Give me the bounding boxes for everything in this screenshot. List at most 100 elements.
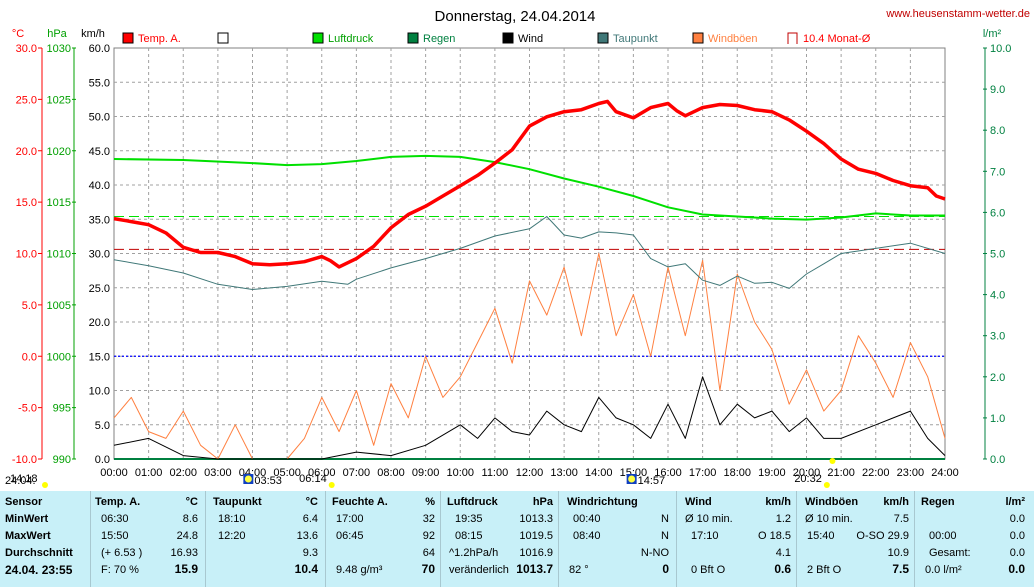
time-tick-label: 06:00 — [308, 467, 336, 479]
gust-min-label: Ø 10 min. — [805, 513, 853, 525]
sensor-header: Sensor — [5, 496, 43, 508]
rain-tick-label: 7.0 — [990, 166, 1005, 178]
time-tick-label: 11:00 — [482, 467, 509, 479]
marker-sunrise: 03:53 — [254, 475, 282, 487]
legend-label: Taupunkt — [613, 33, 658, 45]
hum-min: 32 — [422, 513, 435, 525]
gust-avg: 10.9 — [887, 547, 909, 559]
press-min: 1013.3 — [519, 513, 553, 525]
temp-tick-label: 25.0 — [16, 94, 37, 106]
wind-axis-unit: km/h — [81, 28, 105, 40]
time-tick-label: 01:00 — [135, 467, 163, 479]
time-tick-label: 07:00 — [343, 467, 371, 479]
wind-footer-left: 0 Bft O — [691, 564, 726, 576]
dew-max: 13.6 — [296, 530, 318, 542]
temp-tick-label: 15.0 — [16, 197, 37, 209]
moon-disc-icon — [244, 475, 252, 483]
dewpoint-line — [113, 216, 946, 290]
wind-tick-label: 20.0 — [89, 317, 110, 329]
dew-min-time: 18:10 — [218, 513, 246, 525]
legend-label: 10.4 Monat-Ø — [803, 33, 871, 45]
legend-swatch — [217, 32, 229, 44]
hum-min-time: 17:00 — [336, 513, 364, 525]
temperature-line — [113, 99, 946, 269]
wind-line — [113, 376, 946, 460]
temp-header: Temp. A. — [95, 496, 141, 508]
legend-label: Windböen — [708, 33, 758, 45]
press-max-time: 08:15 — [455, 530, 483, 542]
rain-max: 0.0 — [1009, 530, 1025, 542]
rain-tick-label: 3.0 — [990, 331, 1005, 343]
time-tick-label: 19:00 — [758, 467, 786, 479]
rain-avg: 0.0 — [1009, 513, 1025, 525]
dir-min: N — [661, 513, 669, 525]
dir-header: Windrichtung — [567, 496, 638, 508]
temp-tick-label: -5.0 — [18, 403, 37, 415]
legend-swatch — [502, 32, 514, 44]
wind-header: Wind — [685, 496, 712, 508]
summary-col-temp: Temp. A. °C 06:30 8.6 15:50 24.8 (+ 6.53… — [90, 491, 206, 587]
time-tick-label: 23:00 — [897, 467, 925, 479]
marker-moon: 06:14 — [299, 473, 327, 485]
temp-min: 8.6 — [182, 513, 198, 525]
press-current: 1013.7 — [516, 562, 553, 576]
summary-col-pressure: Luftdruck hPa 19:35 1013.3 08:15 1019.5 … — [440, 491, 559, 587]
wind-tick-label: 0.0 — [95, 454, 110, 466]
gust-max-time: 15:40 — [807, 530, 835, 542]
press-min-time: 19:35 — [455, 513, 483, 525]
dew-header: Taupunkt — [213, 496, 262, 508]
legend-label: Regen — [423, 33, 455, 45]
gust-unit: km/h — [883, 496, 909, 508]
temp-tick-label: 10.0 — [16, 249, 37, 261]
time-tick-label: 24:00 — [931, 467, 959, 479]
gust-header: Windböen — [805, 496, 859, 508]
time-tick-label: 00:00 — [100, 467, 128, 479]
summary-col-wind-direction: Windrichtung 00:40 N 08:40 N N-NO 82 ° 0 — [558, 491, 677, 587]
marker-sunset: 20:32 — [794, 473, 822, 485]
time-tick-label: 03:00 — [204, 467, 232, 479]
wind-tick-label: 50.0 — [89, 112, 110, 124]
dir-footer-left: 82 ° — [569, 564, 589, 576]
hum-header: Feuchte A. — [332, 496, 388, 508]
dew-avg: 9.3 — [302, 547, 318, 559]
hum-footer-left: 9.48 g/m³ — [336, 564, 383, 576]
wind-max-time: 17:10 — [691, 530, 719, 542]
dew-max-time: 12:20 — [218, 530, 246, 542]
wind-avg: 4.1 — [775, 547, 791, 559]
pressure-tick-label: 1005 — [47, 300, 71, 312]
hum-max: 92 — [422, 530, 435, 542]
gust-min: 7.5 — [893, 513, 909, 525]
temp-unit: °C — [185, 496, 198, 508]
sensor-row-avg: Durchschnitt — [5, 547, 73, 559]
sensor-row-max: MaxWert — [5, 530, 51, 542]
temp-tick-label: 30.0 — [16, 43, 37, 55]
temp-footer-left: F: 70 % — [101, 564, 139, 576]
temp-current: 15.9 — [174, 562, 198, 576]
pressure-tick-label: 990 — [53, 454, 71, 466]
moon-disc-icon — [628, 475, 636, 483]
rain-footer-left: 0.0 l/m² — [925, 564, 962, 576]
time-tick-label: 12:00 — [516, 467, 544, 479]
summary-col-humidity: Feuchte A. % 17:00 32 06:45 92 64 9.48 g… — [325, 491, 441, 587]
sun-icon — [823, 482, 830, 488]
rain-max-time: 00:00 — [929, 530, 957, 542]
summary-table: Sensor MinWert MaxWert Durchschnitt 24.0… — [0, 491, 1034, 587]
time-tick-label: 17:00 — [689, 467, 717, 479]
dew-unit: °C — [305, 496, 318, 508]
pressure-tick-label: 1020 — [47, 146, 71, 158]
time-tick-label: 15:00 — [620, 467, 648, 479]
hum-max-time: 06:45 — [336, 530, 364, 542]
wind-unit: km/h — [765, 496, 791, 508]
gust-max: O-SO 29.9 — [856, 530, 909, 542]
rain-tick-label: 0.0 — [990, 454, 1005, 466]
sun-icon — [42, 482, 48, 488]
pressure-tick-label: 1030 — [47, 43, 71, 55]
pressure-line — [113, 154, 945, 221]
hum-avg: 64 — [422, 547, 435, 559]
temp-axis-unit: °C — [12, 28, 24, 40]
dir-current: 0 — [662, 562, 669, 576]
weather-chart: Donnerstag, 24.04.2014 www.heusenstamm-w… — [5, 8, 1030, 488]
time-tick-label: 14:00 — [585, 467, 613, 479]
pressure-axis-unit: hPa — [47, 28, 67, 40]
temp-tick-label: 20.0 — [16, 146, 37, 158]
